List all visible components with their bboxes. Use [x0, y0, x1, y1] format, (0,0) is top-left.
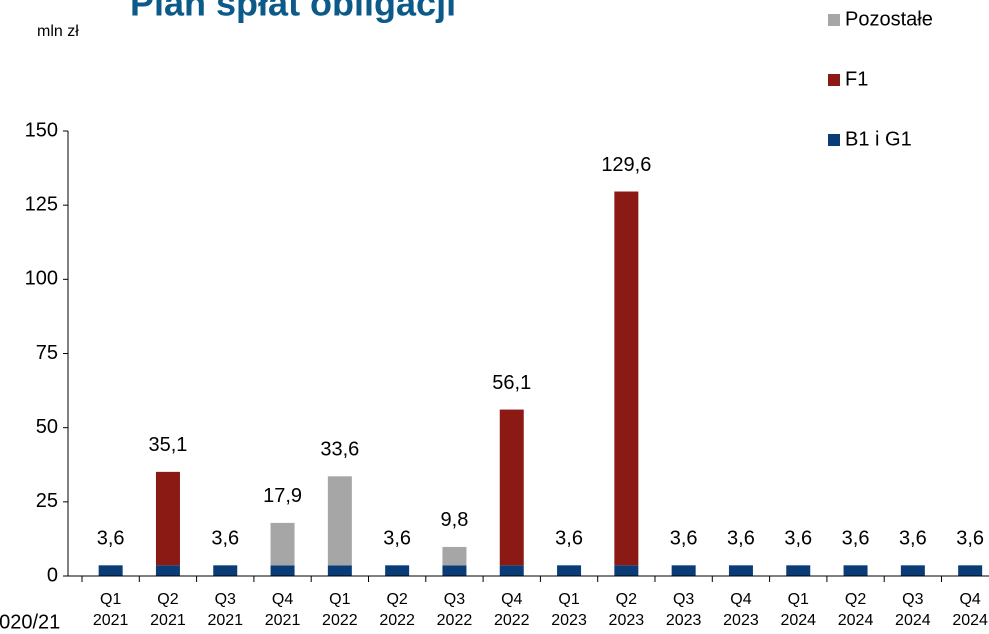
bar-segment: [614, 191, 639, 566]
legend-label: F1: [845, 68, 868, 90]
bar-segment: [155, 471, 180, 566]
bar-segment: [385, 565, 410, 576]
y-tick-label: 25: [36, 490, 58, 512]
x-tick-label: Q1 2022: [322, 591, 358, 629]
legend-label: Pozostałe: [845, 8, 933, 30]
legend-label: B1 i G1: [845, 128, 912, 150]
bar-segment: [327, 565, 352, 576]
bar-segment: [442, 565, 467, 576]
data-label: 3,6: [727, 528, 755, 550]
x-tick-label: Q2 2022: [379, 591, 415, 629]
x-tick-label: Q2 2021: [150, 591, 186, 629]
data-label: 3,6: [383, 528, 411, 550]
bar-segment: [98, 565, 123, 576]
data-label: 3,6: [211, 528, 239, 550]
bar-segment: [499, 565, 524, 576]
data-label: 3,6: [956, 528, 984, 550]
bar-segment: [213, 565, 238, 576]
bar-segment: [728, 565, 753, 576]
y-tick-label: 100: [25, 268, 58, 290]
data-label: 17,9: [263, 485, 302, 507]
bar-segment: [614, 565, 639, 576]
bar-segment: [958, 565, 983, 576]
data-label: 56,1: [492, 372, 531, 394]
data-label: 3,6: [784, 528, 812, 550]
bar-segment: [270, 522, 295, 566]
x-tick-label: Q1 2023: [551, 591, 587, 629]
legend-swatch: [828, 74, 840, 86]
x-tick-label: Q3 2021: [207, 591, 243, 629]
legend-swatch: [828, 134, 840, 146]
bar-segment: [900, 565, 925, 576]
x-tick-label: Q3 2023: [666, 591, 702, 629]
x-tick-label: Q4 2023: [723, 591, 759, 629]
data-label: 129,6: [601, 154, 651, 176]
bar-segment: [442, 546, 467, 566]
x-tick-label: Q3 2022: [437, 591, 473, 629]
y-tick-label: 75: [36, 342, 58, 364]
x-tick-label: Q3 2024: [895, 591, 931, 629]
data-label: 35,1: [148, 434, 187, 456]
annotation: 2020/21: [0, 611, 60, 633]
data-label: 3,6: [670, 528, 698, 550]
bar-segment: [557, 565, 582, 576]
bar-segment: [155, 565, 180, 576]
x-tick-label: Q4 2024: [952, 591, 988, 629]
legend-swatch: [828, 14, 840, 26]
data-label: 3,6: [97, 528, 125, 550]
bar-segment: [327, 476, 352, 566]
data-label: 33,6: [320, 439, 359, 461]
bar-segment: [843, 565, 868, 576]
x-tick-label: Q4 2021: [265, 591, 301, 629]
x-tick-label: Q1 2021: [93, 591, 129, 629]
y-tick-label: 50: [36, 416, 58, 438]
bar-segment: [786, 565, 811, 576]
x-tick-label: Q4 2022: [494, 591, 530, 629]
chart-title: Plan spłat obligacji: [130, 0, 456, 24]
data-label: 9,8: [441, 509, 469, 531]
bar-segment: [270, 565, 295, 576]
y-tick-label: 125: [25, 193, 58, 215]
bar-segment: [499, 409, 524, 566]
bar-segment: [671, 565, 696, 576]
y-tick-label: 150: [25, 119, 58, 141]
y-tick-label: 0: [47, 564, 58, 586]
x-tick-label: Q2 2024: [838, 591, 874, 629]
y-axis-label: mln zł: [37, 23, 79, 40]
data-label: 3,6: [842, 528, 870, 550]
x-tick-label: Q1 2024: [780, 591, 816, 629]
x-tick-label: Q2 2023: [609, 591, 645, 629]
data-label: 3,6: [899, 528, 927, 550]
data-label: 3,6: [555, 528, 583, 550]
